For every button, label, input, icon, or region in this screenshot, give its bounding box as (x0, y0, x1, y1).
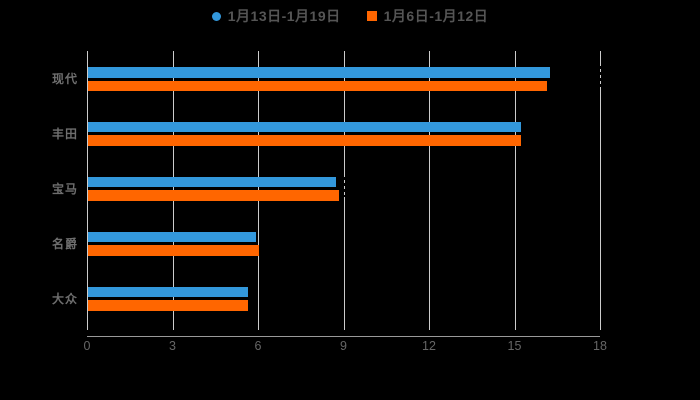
x-axis-tick-label: 6 (254, 339, 262, 353)
x-axis-line (87, 336, 600, 337)
y-axis-category-label: 大众 (51, 291, 78, 306)
bar-week-jan13-19[interactable] (88, 286, 248, 298)
bar-week-jan6-12[interactable] (88, 300, 248, 311)
y-axis-category-label: 现代 (51, 72, 78, 86)
bar-week-jan13-19[interactable] (88, 67, 550, 78)
legend-item-week-jan13-19[interactable]: 1月13日-1月19日 (211, 6, 341, 26)
x-gridline (87, 51, 88, 330)
legend-item-week-jan6-12[interactable]: 1月6日-1月12日 (366, 6, 489, 26)
hidden-data-label-artifact (599, 66, 601, 90)
x-gridline (600, 51, 601, 330)
legend-label: 1月6日-1月12日 (383, 8, 489, 24)
bar-week-jan6-12[interactable] (88, 190, 339, 201)
y-axis-category-label: 名爵 (51, 236, 78, 251)
bar-week-jan6-12[interactable] (88, 80, 547, 91)
legend: 1月13日-1月19日 1月6日-1月12日 (0, 4, 700, 28)
legend-square-marker-icon (366, 11, 377, 21)
x-axis-tick-label: 15 (507, 339, 522, 353)
x-gridline (429, 51, 430, 330)
y-axis-category-label: 宝马 (51, 181, 78, 196)
x-axis-tick-label: 0 (83, 339, 91, 353)
bar-week-jan6-12[interactable] (88, 245, 259, 256)
bar-week-jan13-19[interactable] (88, 231, 257, 243)
bar-week-jan13-19[interactable] (88, 121, 522, 133)
legend-label: 1月13日-1月19日 (227, 8, 341, 24)
x-axis-tick-label: 3 (169, 339, 176, 353)
hidden-data-label-artifact (342, 177, 345, 197)
bar-week-jan6-12[interactable] (88, 135, 522, 146)
hidden-data-label-artifact (256, 291, 258, 305)
x-axis-tick-label: 12 (422, 339, 436, 353)
bar-week-jan13-19[interactable] (88, 176, 336, 188)
legend-circle-marker-icon (211, 11, 221, 21)
y-axis-category-label: 丰田 (51, 126, 78, 141)
x-axis-tick-label: 9 (340, 339, 347, 353)
x-axis-tick-label: 18 (593, 339, 607, 353)
x-gridline (514, 51, 516, 330)
